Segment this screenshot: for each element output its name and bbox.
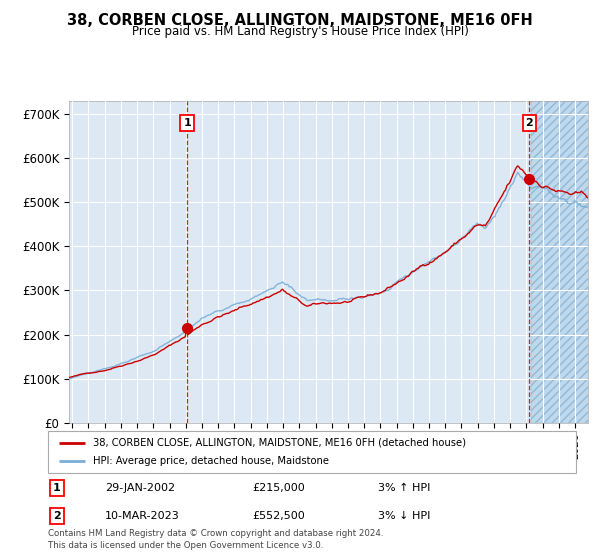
Text: Price paid vs. HM Land Registry's House Price Index (HPI): Price paid vs. HM Land Registry's House … (131, 25, 469, 39)
Bar (531, 101, 600, 423)
Text: 1: 1 (183, 118, 191, 128)
Text: HPI: Average price, detached house, Maidstone: HPI: Average price, detached house, Maid… (93, 456, 329, 466)
Text: 2: 2 (53, 511, 61, 521)
Text: 38, CORBEN CLOSE, ALLINGTON, MAIDSTONE, ME16 0FH (detached house): 38, CORBEN CLOSE, ALLINGTON, MAIDSTONE, … (93, 438, 466, 448)
Text: 3% ↓ HPI: 3% ↓ HPI (378, 511, 430, 521)
Bar (531, 101, 600, 423)
Text: Contains HM Land Registry data © Crown copyright and database right 2024.
This d: Contains HM Land Registry data © Crown c… (48, 529, 383, 550)
Text: £215,000: £215,000 (252, 483, 305, 493)
Text: 10-MAR-2023: 10-MAR-2023 (105, 511, 180, 521)
Text: 2: 2 (526, 118, 533, 128)
FancyBboxPatch shape (48, 431, 576, 473)
Text: 1: 1 (53, 483, 61, 493)
Text: 3% ↑ HPI: 3% ↑ HPI (378, 483, 430, 493)
Text: £552,500: £552,500 (252, 511, 305, 521)
Text: 38, CORBEN CLOSE, ALLINGTON, MAIDSTONE, ME16 0FH: 38, CORBEN CLOSE, ALLINGTON, MAIDSTONE, … (67, 13, 533, 28)
Text: 29-JAN-2002: 29-JAN-2002 (105, 483, 175, 493)
